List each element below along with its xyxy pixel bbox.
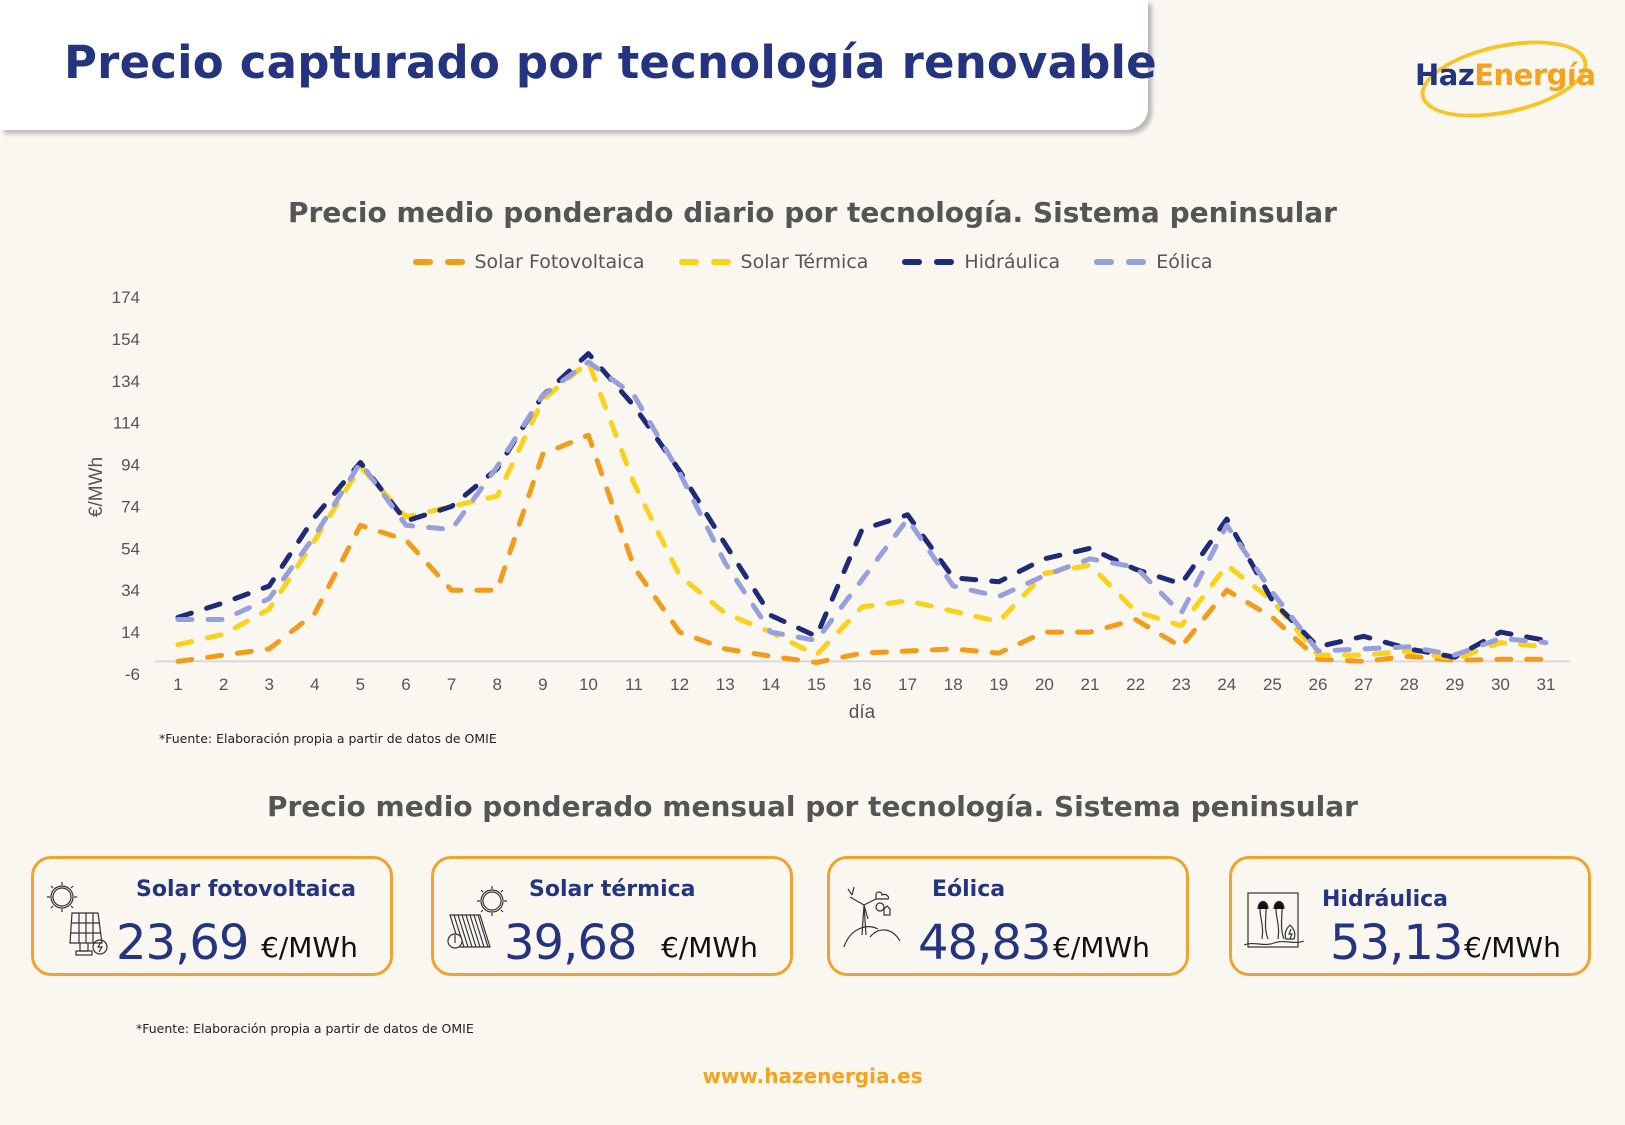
card-value: 23,69 [116,915,249,971]
series-lines [175,351,1549,665]
x-tick-label: 27 [1354,675,1373,694]
x-tick-label: 24 [1217,675,1236,694]
legend-swatch-eolica [1094,259,1147,265]
x-tick-label: 2 [219,675,228,694]
x-tick-label: 17 [898,675,917,694]
x-tick-label: 16 [853,675,872,694]
card-label: Solar fotovoltaica [136,877,356,902]
series-line-solar-térmica [175,359,1549,662]
card-eolica: Eólica 48,83 €/MWh [827,856,1189,976]
x-tick-label: 5 [356,675,365,694]
card-label: Eólica [932,877,1006,902]
y-axis-ticks: 174 154 134 114 94 74 54 34 14 -6 [112,288,140,684]
x-tick-label: 15 [807,675,826,694]
x-tick-label: 6 [401,675,410,694]
legend-swatch-hidraulica [902,259,955,265]
x-tick-label: 7 [447,675,456,694]
card-label: Hidráulica [1322,887,1449,912]
source-note-monthly: *Fuente: Elaboración propia a partir de … [136,1021,474,1036]
legend-item-solar-fotovoltaica: Solar Fotovoltaica [412,251,645,273]
card-value: 53,13 [1330,915,1463,971]
x-tick-label: 22 [1126,675,1145,694]
x-tick-label: 26 [1309,675,1328,694]
x-tick-label: 14 [761,675,780,694]
card-solar-termica: Solar térmica 39,68 €/MWh [431,856,793,976]
x-axis-ticks: 1 2 3 4 5 6 7 8 9 10 11 12 13 14 15 16 17 18 19 20 21 22 23 24 2… [173,675,1555,694]
y-tick-label: 54 [121,539,140,558]
x-tick-label: 23 [1172,675,1191,694]
y-tick-label: -6 [125,665,140,684]
series-line-solar-fotovoltaica [175,432,1549,665]
x-tick-label: 13 [716,675,735,694]
legend-swatch-solar-fotovoltaica [412,259,465,265]
header-banner: Precio capturado por tecnología renovabl… [0,0,1157,130]
hydro-dam-icon [1244,892,1304,948]
card-unit: €/MWh [261,931,358,964]
y-tick-label: 74 [121,497,140,516]
y-tick-label: 34 [121,581,140,600]
legend-swatch-solar-termica [678,259,731,265]
page-title: Precio capturado por tecnología renovabl… [64,36,1157,89]
wind-turbine-icon [843,886,901,948]
legend-label: Eólica [1156,251,1213,273]
card-value: 48,83 [918,915,1051,971]
y-tick-label: 174 [112,288,140,307]
y-tick-label: 94 [121,456,140,475]
legend-item-solar-termica: Solar Térmica [678,251,869,273]
website-link[interactable]: www.hazenergia.es [702,1064,923,1088]
solar-panel-icon [47,882,108,956]
legend-item-hidraulica: Hidráulica [902,251,1060,273]
card-unit: €/MWh [661,931,758,964]
card-hidraulica: Hidráulica 53,13 €/MWh [1229,856,1591,976]
card-solar-fotovoltaica: Solar fotovoltaica 23,69 €/MWh [31,856,393,976]
x-tick-label: 30 [1491,675,1510,694]
x-tick-label: 12 [670,675,689,694]
legend-label: Solar Fotovoltaica [474,251,645,273]
x-tick-label: 1 [173,675,182,694]
y-tick-label: 134 [112,372,140,391]
logo-text-energia: Energía [1474,58,1596,92]
x-tick-label: 18 [944,675,963,694]
x-tick-label: 8 [492,675,501,694]
x-tick-label: 20 [1035,675,1054,694]
x-tick-label: 29 [1445,675,1464,694]
legend-label: Solar Térmica [740,251,869,273]
y-axis-label: €/MWh [86,457,107,517]
x-tick-label: 4 [310,675,319,694]
y-tick-label: 14 [121,623,140,642]
y-tick-label: 114 [113,414,140,433]
chart-legend: Solar Fotovoltaica Solar Térmica Hidrául… [0,251,1625,273]
x-tick-label: 28 [1400,675,1419,694]
x-axis-label: día [849,702,876,723]
source-note-daily: *Fuente: Elaboración propia a partir de … [159,731,497,746]
monthly-section-title: Precio medio ponderado mensual por tecno… [267,790,1358,823]
x-tick-label: 10 [579,675,598,694]
hazenergia-logo: HazEnergía [1405,27,1596,131]
x-tick-label: 11 [625,675,643,694]
x-tick-label: 9 [538,675,547,694]
legend-item-eolica: Eólica [1094,251,1212,273]
card-value: 39,68 [504,915,637,971]
chart-title: Precio medio ponderado diario por tecnol… [288,196,1337,229]
card-unit: €/MWh [1053,931,1150,964]
logo-text-haz: Haz [1415,58,1475,92]
series-line-eólica [175,359,1549,658]
x-tick-label: 25 [1263,675,1282,694]
card-unit: €/MWh [1464,931,1561,964]
card-label: Solar térmica [529,877,696,902]
x-tick-label: 21 [1081,675,1100,694]
y-tick-label: 154 [112,330,140,349]
legend-label: Hidráulica [964,251,1061,273]
series-line-hidráulica [175,351,1549,660]
x-tick-label: 19 [989,675,1008,694]
x-tick-label: 3 [264,675,273,694]
x-tick-label: 31 [1537,675,1556,694]
solar-thermal-icon [447,886,507,949]
